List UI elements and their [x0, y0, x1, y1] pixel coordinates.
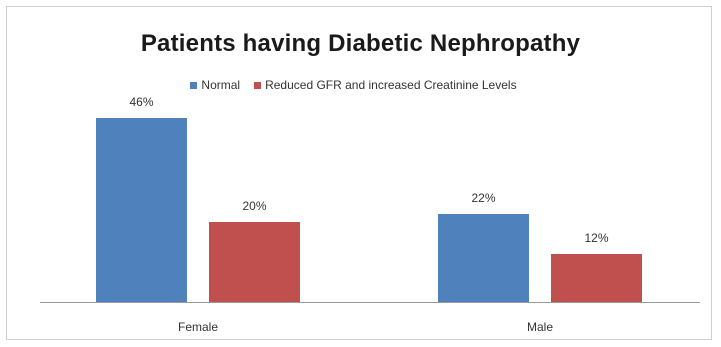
legend-item-normal: Normal: [190, 78, 240, 92]
bars-layer: [96, 118, 642, 302]
data-label-male-series-1: 12%: [584, 231, 608, 245]
legend-label-reduced-gfr: Reduced GFR and increased Creatinine Lev…: [265, 78, 517, 92]
x-tick-label-female: Female: [178, 320, 218, 334]
bar-male-series-1: [551, 254, 642, 302]
chart-title: Patients having Diabetic Nephropathy: [140, 30, 581, 57]
bar-female-series-1: [209, 222, 300, 302]
legend-label-normal: Normal: [201, 78, 241, 92]
x-tick-label-male: Male: [527, 320, 553, 334]
legend-item-reduced-gfr: Reduced GFR and increased Creatinine Lev…: [254, 78, 517, 92]
labels-layer: 46% 20% Female 22% 12% Male: [129, 95, 608, 334]
chart-legend: Normal Reduced GFR and increased Creatin…: [0, 78, 721, 92]
bar-female-series-0: [96, 118, 187, 302]
legend-swatch-normal: [190, 81, 198, 89]
legend-swatch-reduced-gfr: [254, 81, 262, 89]
data-label-female-series-1: 20%: [242, 199, 266, 213]
data-label-male-series-0: 22%: [471, 191, 495, 205]
data-label-female-series-0: 46%: [129, 95, 153, 109]
bar-male-series-0: [438, 214, 529, 302]
